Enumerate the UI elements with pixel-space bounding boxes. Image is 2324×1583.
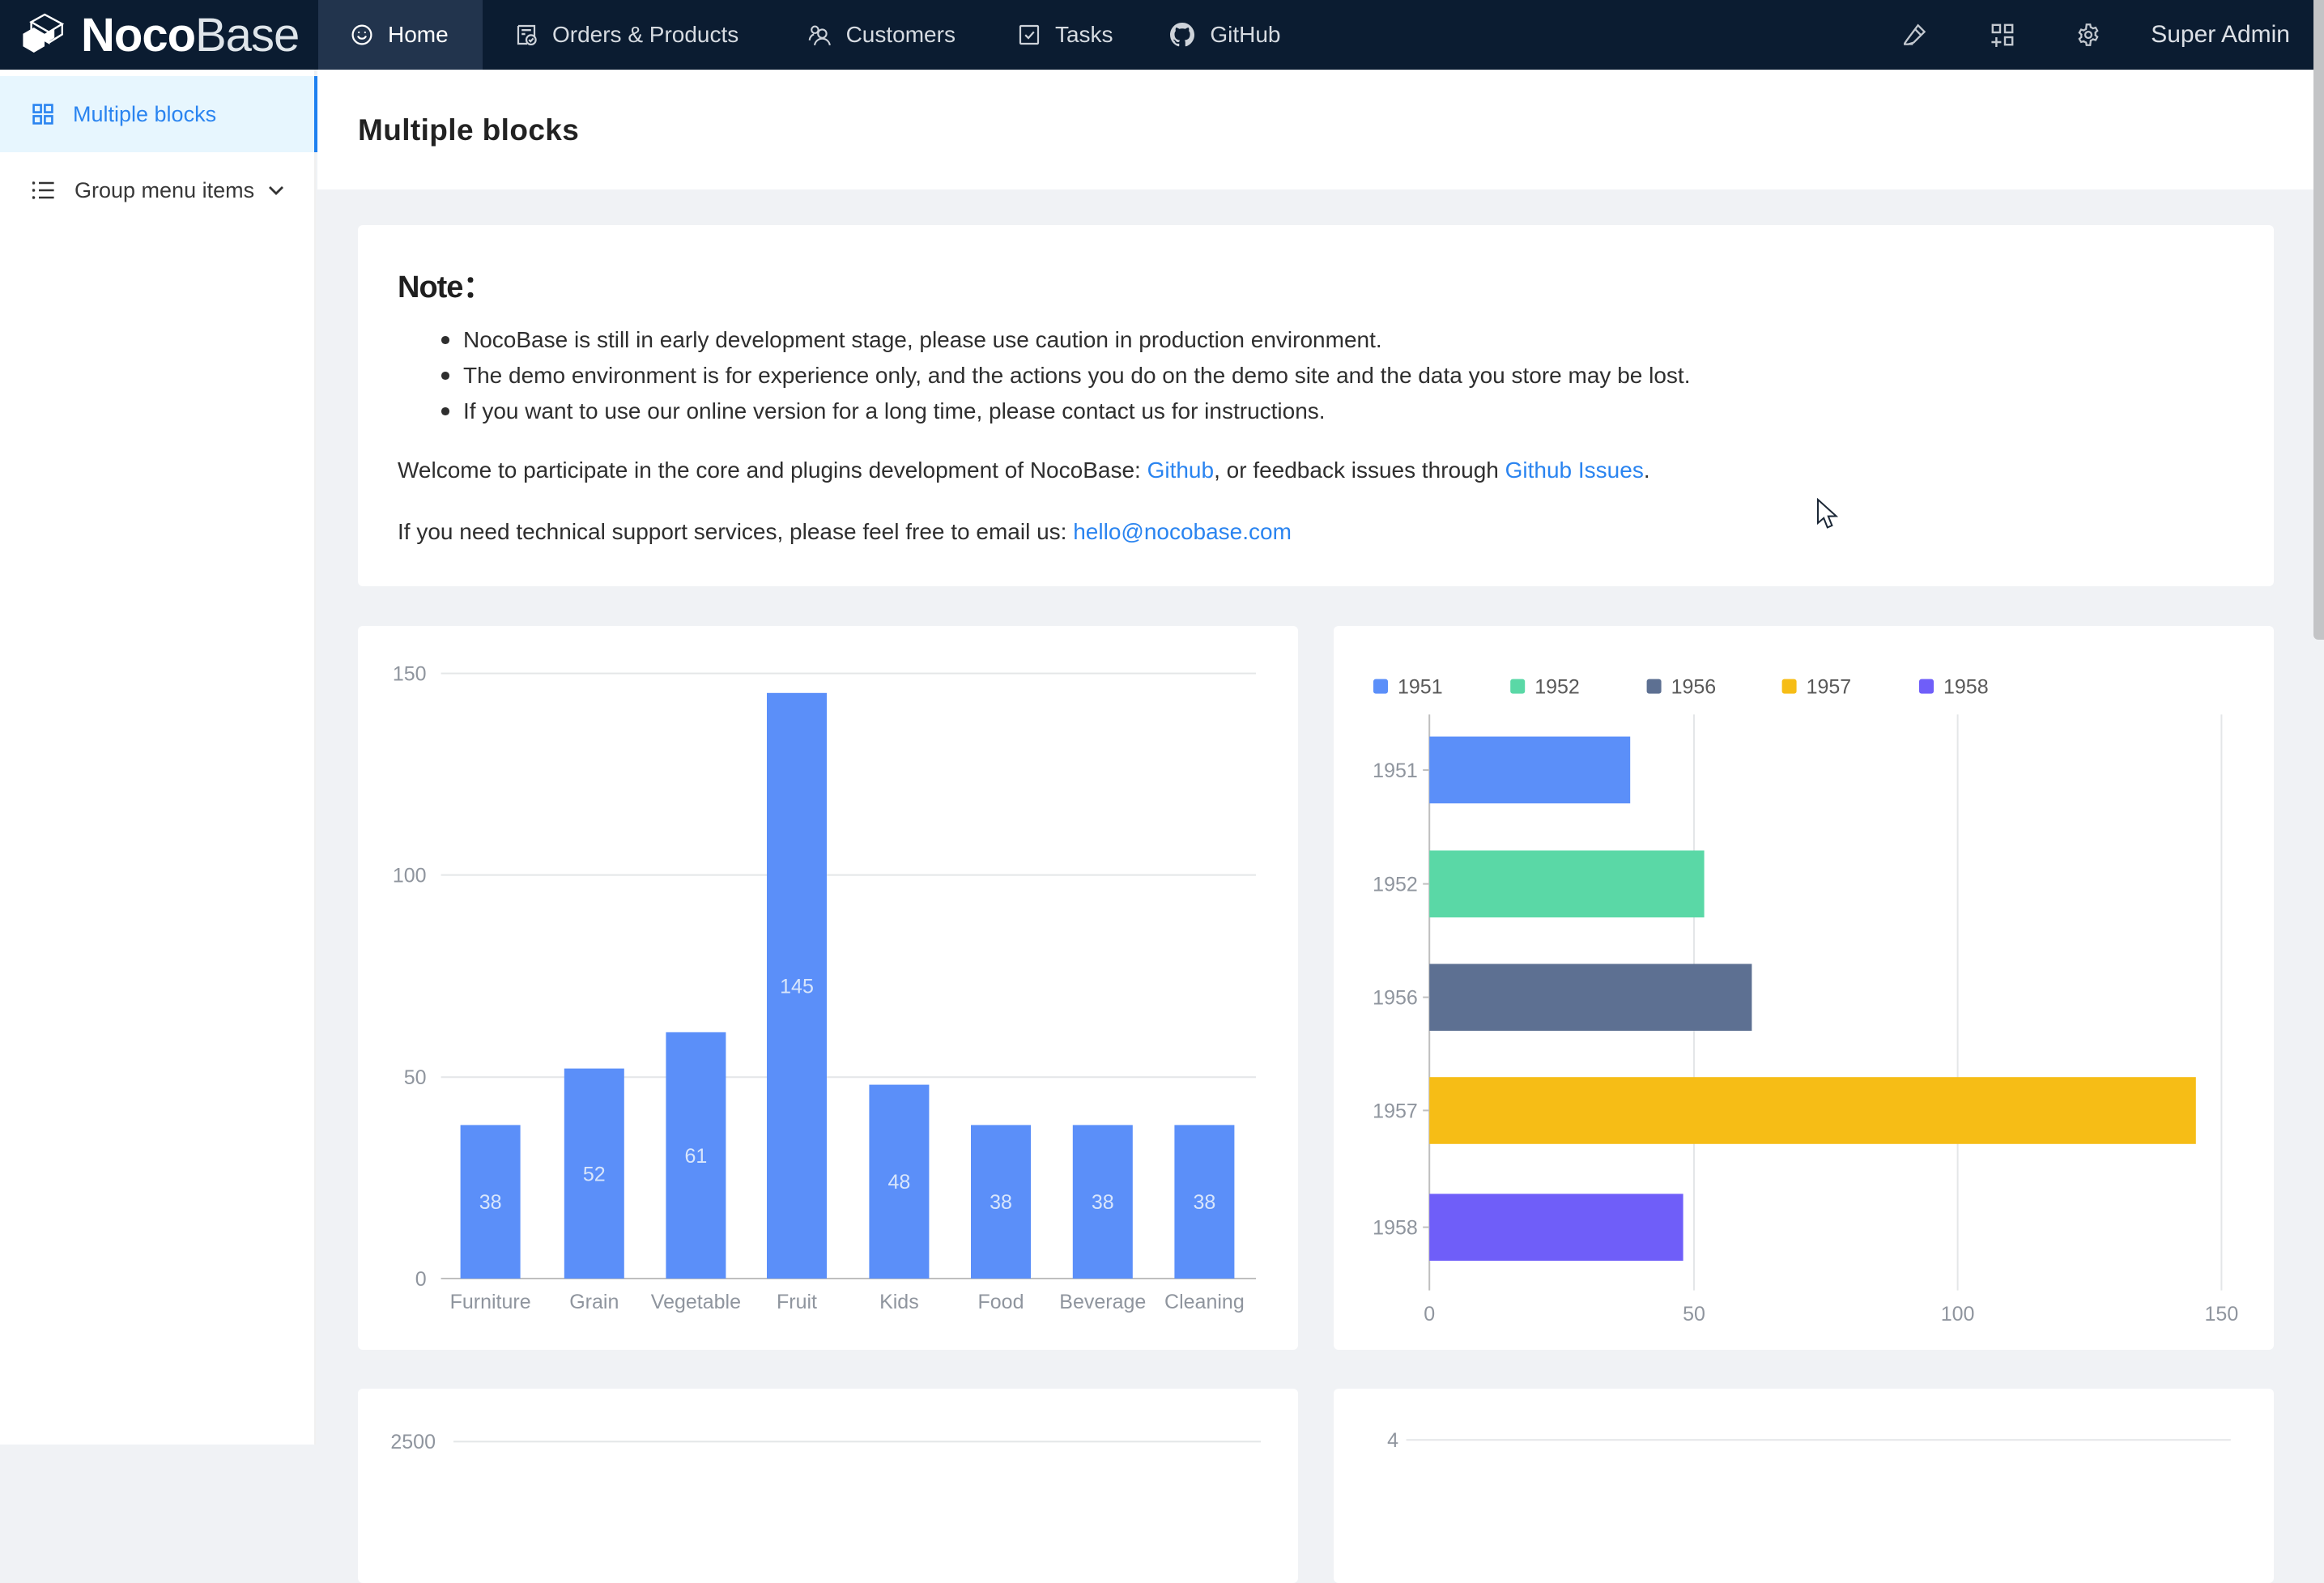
svg-text:0: 0 — [415, 1268, 427, 1291]
svg-text:1957: 1957 — [1807, 676, 1852, 699]
svg-text:Food: Food — [978, 1291, 1024, 1313]
svg-text:1951: 1951 — [1373, 760, 1418, 782]
svg-text:38: 38 — [1092, 1192, 1114, 1215]
svg-text:Fruit: Fruit — [777, 1291, 817, 1313]
svg-text:1958: 1958 — [1943, 676, 1989, 699]
svg-text:150: 150 — [393, 663, 427, 686]
svg-text:2500: 2500 — [390, 1431, 436, 1453]
svg-text:1956: 1956 — [1373, 987, 1418, 1010]
svg-text:150: 150 — [2205, 1303, 2239, 1326]
svg-text:61: 61 — [684, 1145, 707, 1168]
svg-text:Grain: Grain — [569, 1291, 619, 1313]
svg-text:52: 52 — [583, 1164, 606, 1186]
svg-text:0: 0 — [1424, 1303, 1435, 1326]
svg-text:Cleaning: Cleaning — [1164, 1291, 1245, 1313]
svg-text:1958: 1958 — [1373, 1217, 1418, 1240]
svg-text:50: 50 — [1683, 1303, 1705, 1326]
svg-text:Furniture: Furniture — [450, 1291, 531, 1313]
svg-text:38: 38 — [990, 1192, 1012, 1215]
svg-text:38: 38 — [479, 1192, 502, 1215]
svg-text:Beverage: Beverage — [1059, 1291, 1146, 1313]
svg-text:Vegetable: Vegetable — [651, 1291, 741, 1313]
svg-text:145: 145 — [780, 976, 814, 998]
svg-text:38: 38 — [1193, 1192, 1215, 1215]
svg-text:Kids: Kids — [879, 1291, 919, 1313]
svg-text:1956: 1956 — [1671, 676, 1717, 699]
svg-text:1951: 1951 — [1398, 676, 1443, 699]
svg-text:4: 4 — [1387, 1429, 1398, 1452]
svg-text:50: 50 — [404, 1067, 427, 1090]
svg-text:1957: 1957 — [1373, 1100, 1418, 1123]
svg-text:1952: 1952 — [1534, 676, 1580, 699]
svg-text:100: 100 — [1941, 1303, 1975, 1326]
svg-text:48: 48 — [887, 1172, 910, 1194]
svg-text:100: 100 — [393, 865, 427, 887]
svg-text:1952: 1952 — [1373, 874, 1418, 896]
